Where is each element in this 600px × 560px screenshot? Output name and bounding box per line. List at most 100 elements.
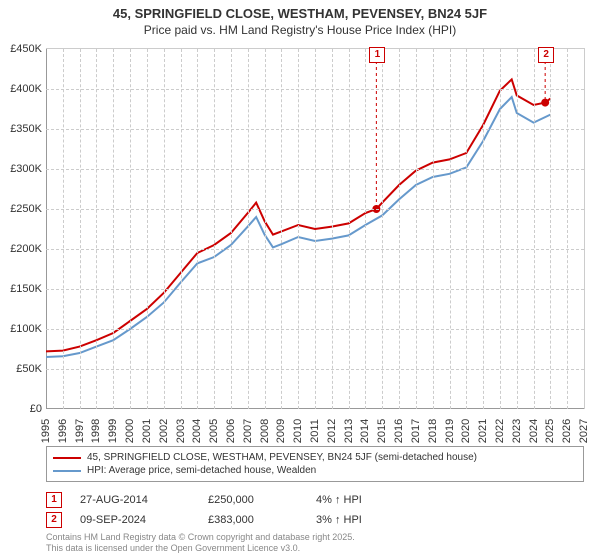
page-title: 45, SPRINGFIELD CLOSE, WESTHAM, PEVENSEY… [0, 6, 600, 21]
x-tick-label: 2009 [275, 419, 287, 443]
legend-label: HPI: Average price, semi-detached house,… [87, 465, 316, 476]
x-tick-label: 2010 [292, 419, 304, 443]
x-tick-label: 2016 [393, 419, 405, 443]
x-gridline [567, 49, 568, 409]
y-tick-label: £350K [0, 123, 42, 135]
x-gridline [164, 49, 165, 409]
x-gridline [214, 49, 215, 409]
legend-label: 45, SPRINGFIELD CLOSE, WESTHAM, PEVENSEY… [87, 452, 477, 463]
x-gridline [584, 49, 585, 409]
x-tick-label: 1995 [40, 419, 52, 443]
x-gridline [433, 49, 434, 409]
x-gridline [315, 49, 316, 409]
legend: 45, SPRINGFIELD CLOSE, WESTHAM, PEVENSEY… [46, 446, 584, 482]
y-tick-label: £0 [0, 403, 42, 415]
x-gridline [147, 49, 148, 409]
legend-swatch [53, 470, 81, 472]
attribution-line-2: This data is licensed under the Open Gov… [46, 543, 584, 554]
x-gridline [517, 49, 518, 409]
legend-item: 45, SPRINGFIELD CLOSE, WESTHAM, PEVENSEY… [53, 451, 577, 464]
sale-date: 09-SEP-2024 [80, 514, 190, 526]
x-gridline [113, 49, 114, 409]
sale-hpi-delta: 4% ↑ HPI [316, 494, 396, 506]
y-tick-label: £400K [0, 83, 42, 95]
y-tick-label: £150K [0, 283, 42, 295]
x-gridline [365, 49, 366, 409]
x-tick-label: 2027 [578, 419, 590, 443]
x-tick-label: 2003 [175, 419, 187, 443]
x-tick-label: 2023 [511, 419, 523, 443]
x-tick-label: 2017 [410, 419, 422, 443]
x-gridline [265, 49, 266, 409]
x-gridline [231, 49, 232, 409]
y-tick-label: £100K [0, 323, 42, 335]
x-tick-label: 2000 [124, 419, 136, 443]
x-gridline [197, 49, 198, 409]
sale-row: 1 27-AUG-2014 £250,000 4% ↑ HPI [46, 490, 584, 510]
sale-marker-label: 1 [369, 47, 385, 63]
sale-price: £383,000 [208, 514, 298, 526]
x-tick-label: 2008 [259, 419, 271, 443]
x-gridline [298, 49, 299, 409]
x-tick-label: 1998 [90, 419, 102, 443]
x-gridline [450, 49, 451, 409]
x-tick-label: 2005 [208, 419, 220, 443]
x-tick-label: 2019 [444, 419, 456, 443]
x-gridline [382, 49, 383, 409]
x-gridline [534, 49, 535, 409]
x-tick-label: 1999 [107, 419, 119, 443]
x-tick-label: 2020 [460, 419, 472, 443]
attribution-line-1: Contains HM Land Registry data © Crown c… [46, 532, 584, 543]
y-tick-label: £200K [0, 243, 42, 255]
attribution: Contains HM Land Registry data © Crown c… [46, 532, 584, 554]
x-tick-label: 1996 [57, 419, 69, 443]
x-gridline [416, 49, 417, 409]
x-tick-label: 2014 [359, 419, 371, 443]
x-tick-label: 2018 [427, 419, 439, 443]
sale-price: £250,000 [208, 494, 298, 506]
x-tick-label: 2007 [242, 419, 254, 443]
sale-marker-dot [541, 99, 549, 107]
page-subtitle: Price paid vs. HM Land Registry's House … [0, 23, 600, 37]
x-gridline [96, 49, 97, 409]
x-tick-label: 2011 [309, 419, 321, 443]
x-tick-label: 2006 [225, 419, 237, 443]
x-tick-label: 2024 [528, 419, 540, 443]
x-tick-label: 2013 [343, 419, 355, 443]
x-gridline [181, 49, 182, 409]
x-tick-label: 2015 [376, 419, 388, 443]
sale-hpi-delta: 3% ↑ HPI [316, 514, 396, 526]
x-tick-label: 2002 [158, 419, 170, 443]
y-tick-label: £250K [0, 203, 42, 215]
sale-marker-label: 2 [538, 47, 554, 63]
x-gridline [248, 49, 249, 409]
legend-item: HPI: Average price, semi-detached house,… [53, 464, 577, 477]
x-tick-label: 2004 [191, 419, 203, 443]
sale-row-marker: 1 [46, 492, 62, 508]
legend-swatch [53, 457, 81, 459]
x-gridline [500, 49, 501, 409]
sale-date: 27-AUG-2014 [80, 494, 190, 506]
x-tick-label: 2001 [141, 419, 153, 443]
y-tick-label: £50K [0, 363, 42, 375]
x-tick-label: 2021 [477, 419, 489, 443]
x-gridline [349, 49, 350, 409]
chart-plot-area: £0£50K£100K£150K£200K£250K£300K£350K£400… [46, 48, 585, 409]
y-tick-label: £450K [0, 43, 42, 55]
sale-row-marker: 2 [46, 512, 62, 528]
x-gridline [483, 49, 484, 409]
x-tick-label: 2022 [494, 419, 506, 443]
x-tick-label: 1997 [74, 419, 86, 443]
x-gridline [550, 49, 551, 409]
x-gridline [466, 49, 467, 409]
x-gridline [332, 49, 333, 409]
y-tick-label: £300K [0, 163, 42, 175]
sales-table: 1 27-AUG-2014 £250,000 4% ↑ HPI 2 09-SEP-2024… [46, 490, 584, 530]
x-gridline [63, 49, 64, 409]
x-gridline [399, 49, 400, 409]
x-tick-label: 2026 [561, 419, 573, 443]
x-tick-label: 2012 [326, 419, 338, 443]
x-gridline [281, 49, 282, 409]
x-tick-label: 2025 [544, 419, 556, 443]
sale-row: 2 09-SEP-2024 £383,000 3% ↑ HPI [46, 510, 584, 530]
